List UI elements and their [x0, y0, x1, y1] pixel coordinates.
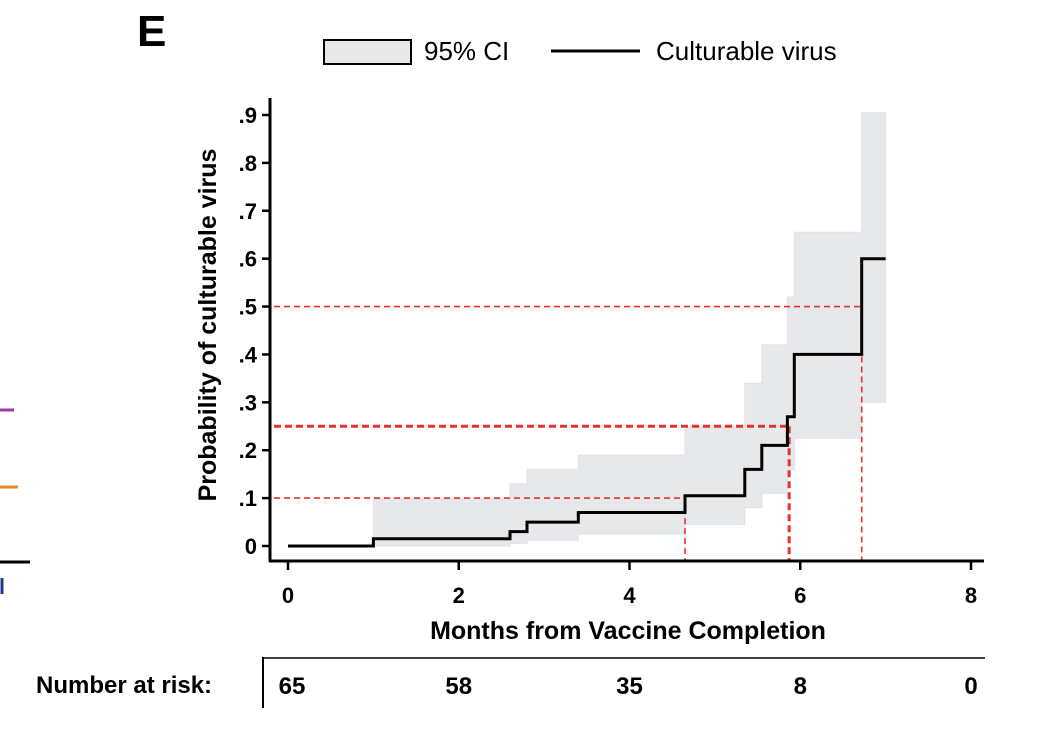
y-tick-label: .2	[239, 438, 257, 463]
number-at-risk-table: Number at risk: 65 58 35 8 0	[36, 657, 985, 708]
x-tick-label: 8	[965, 583, 977, 608]
y-ticks: 0 .1 .2 .3 .4 .5 .6 .7 .8 .9	[239, 103, 270, 559]
y-tick-label: .9	[239, 103, 257, 128]
risk-value: 35	[616, 673, 643, 700]
legend-ci-swatch	[323, 39, 412, 65]
x-tick-label: 4	[623, 583, 636, 608]
legend-line-label: Culturable virus	[656, 36, 837, 66]
risk-values: 65 58 35 8 0	[279, 673, 978, 700]
y-tick-label: .6	[239, 247, 257, 272]
risk-value: 8	[794, 673, 807, 700]
y-tick-label: .8	[239, 151, 257, 176]
x-tick-label: 0	[282, 583, 294, 608]
culturable-virus-line	[288, 257, 886, 548]
y-tick-label: .7	[239, 199, 257, 224]
x-tick-label: 6	[794, 583, 806, 608]
risk-value: 0	[964, 673, 977, 700]
x-ticks: 0 2 4 6 8	[282, 561, 977, 608]
y-tick-label: .1	[239, 486, 257, 511]
y-tick-label: .3	[239, 390, 257, 415]
x-axis-title: Months from Vaccine Completion	[430, 617, 826, 645]
risk-value: 65	[279, 673, 306, 700]
legend-ci-label: 95% CI	[424, 36, 509, 66]
risk-value: 58	[445, 673, 472, 700]
y-axis-title: Probability of culturable virus	[194, 149, 222, 502]
legend: 95% CI Culturable virus	[323, 36, 837, 66]
y-tick-label: .4	[239, 342, 258, 367]
x-tick-label: 2	[453, 583, 465, 608]
y-tick-label: 0	[245, 534, 257, 559]
panel-label: E	[137, 7, 166, 56]
y-tick-label: .5	[239, 295, 257, 320]
number-at-risk-title: Number at risk:	[36, 672, 212, 699]
ci-band	[288, 112, 887, 547]
